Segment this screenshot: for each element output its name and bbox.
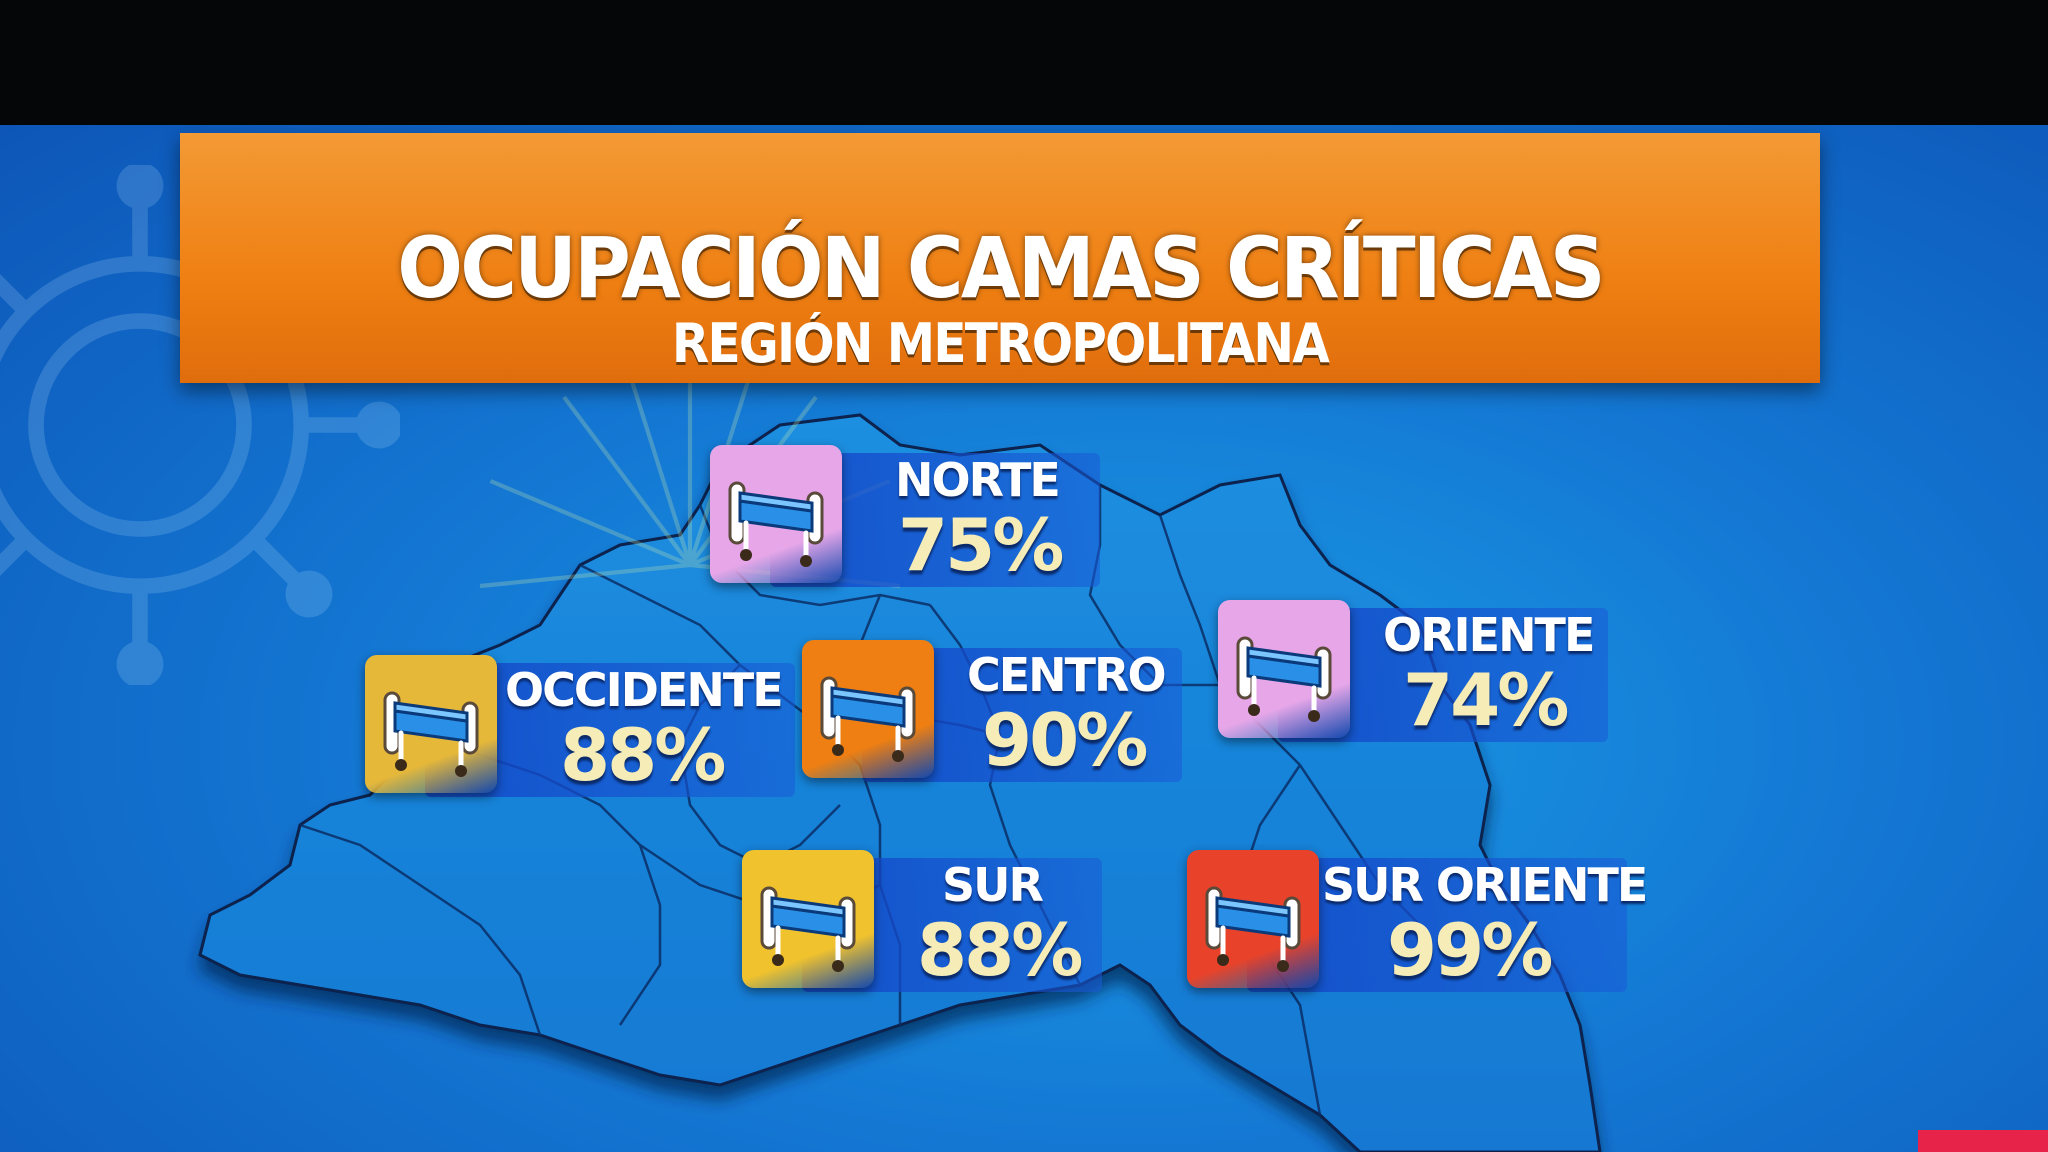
zone-percent: 74%: [1403, 658, 1569, 742]
zone-label: ORIENTE: [1383, 608, 1595, 662]
zone-percent: 99%: [1387, 908, 1553, 992]
zone-percent: 90%: [982, 698, 1148, 782]
zone-norte: NORTE 75%: [710, 445, 1100, 595]
coronavirus-watermark-icon: [0, 165, 400, 685]
tv-screen: OCUPACIÓN CAMAS CRÍTICAS REGIÓN METROPOL…: [0, 125, 2048, 1152]
zone-label: OCCIDENTE: [505, 663, 784, 717]
page-title: OCUPACIÓN CAMAS CRÍTICAS: [397, 219, 1605, 317]
zone-oriente: ORIENTE 74%: [1218, 600, 1618, 750]
page-subtitle: REGIÓN METROPOLITANA: [671, 312, 1330, 375]
zone-label: CENTRO: [967, 648, 1167, 702]
zone-centro: CENTRO 90%: [802, 640, 1192, 790]
hospital-bed-icon: [742, 850, 874, 988]
title-banner: OCUPACIÓN CAMAS CRÍTICAS REGIÓN METROPOL…: [180, 133, 1820, 383]
zone-label: SUR: [942, 858, 1044, 912]
zone-label: SUR ORIENTE: [1322, 858, 1648, 912]
zone-sur: SUR 88%: [742, 850, 1112, 1000]
hospital-bed-icon: [1218, 600, 1350, 738]
hospital-bed-icon: [710, 445, 842, 583]
zone-percent: 75%: [898, 503, 1064, 587]
zone-percent: 88%: [560, 713, 726, 797]
hospital-bed-icon: [1187, 850, 1319, 988]
zone-percent: 88%: [917, 908, 1083, 992]
zone-occidente: OCCIDENTE 88%: [365, 655, 795, 805]
zone-sur-oriente: SUR ORIENTE 99%: [1187, 850, 1648, 1000]
hospital-bed-icon: [365, 655, 497, 793]
hospital-bed-icon: [802, 640, 934, 778]
zone-label: NORTE: [895, 453, 1061, 507]
channel-corner-bug: [1918, 1130, 2048, 1152]
